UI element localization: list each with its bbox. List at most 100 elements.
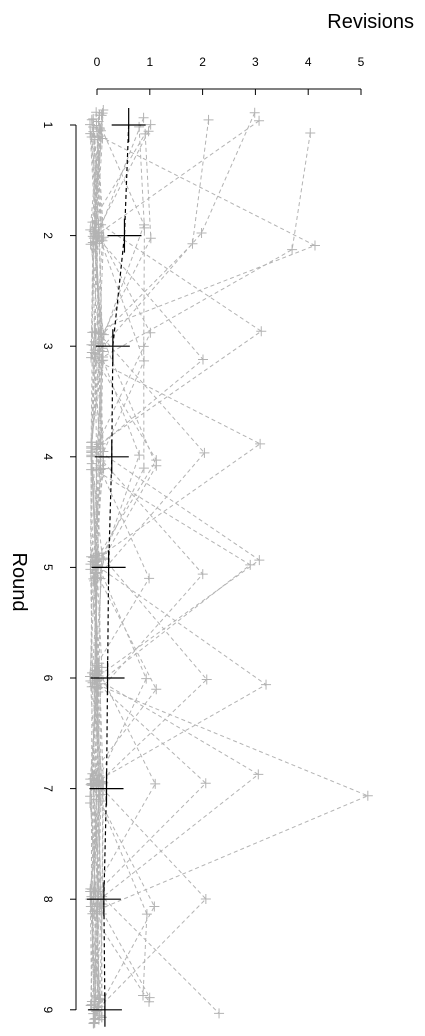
individual-point <box>98 105 109 116</box>
individual-point <box>151 460 162 471</box>
individual-point <box>91 236 102 247</box>
individual-point <box>90 1013 101 1024</box>
individual-point <box>214 1008 225 1019</box>
individual-point <box>145 327 156 338</box>
mean-series-layer <box>86 108 146 1027</box>
individual-series-line <box>91 124 208 1003</box>
individual-point <box>138 112 149 123</box>
individual-series-line <box>90 117 204 1020</box>
mean-point <box>91 550 126 585</box>
individual-point <box>145 119 156 130</box>
round-tick-label: 4 <box>41 453 55 460</box>
revisions-tick-label: 3 <box>252 55 259 69</box>
revisions-tick-label: 5 <box>358 55 365 69</box>
individual-point <box>144 992 155 1003</box>
individual-point <box>87 884 98 895</box>
individual-point <box>92 132 103 143</box>
individual-point <box>149 901 160 912</box>
individual-point <box>90 665 101 676</box>
individual-point <box>253 769 264 780</box>
individual-series-line <box>90 115 260 1012</box>
individual-series-line <box>90 125 261 1002</box>
individual-point <box>93 349 104 360</box>
individual-point <box>89 225 100 236</box>
revisions-tick-label: 2 <box>199 55 206 69</box>
round-tick-label: 3 <box>41 343 55 350</box>
axes-layer: 0 1 2 3 4 5 1 2 3 4 5 6 7 8 9 <box>41 55 365 1013</box>
individual-point <box>309 240 320 251</box>
mean-point <box>89 771 124 806</box>
individual-series-line <box>89 120 260 1016</box>
individual-point <box>134 450 145 461</box>
individual-point <box>96 796 107 807</box>
mean-point <box>107 218 142 253</box>
round-tick-label: 2 <box>41 232 55 239</box>
individual-point <box>249 107 260 118</box>
individual-point <box>141 909 152 920</box>
individual-point <box>141 673 152 684</box>
round-tick-label: 9 <box>41 1006 55 1013</box>
individual-series-line <box>91 119 105 1023</box>
individual-point <box>96 110 107 121</box>
individual-point <box>150 778 161 789</box>
round-tick-label: 6 <box>41 675 55 682</box>
individual-point <box>86 114 97 125</box>
individual-point <box>92 238 103 249</box>
individual-point <box>138 463 149 474</box>
individual-point <box>140 128 151 139</box>
individual-point <box>187 238 198 249</box>
mean-point <box>87 992 122 1027</box>
individual-point <box>92 777 103 788</box>
individual-point <box>362 790 373 801</box>
round-tick-label: 5 <box>41 564 55 571</box>
individual-point <box>137 990 148 1001</box>
individual-point <box>261 679 272 690</box>
individual-point <box>87 768 98 779</box>
round-tick-label: 8 <box>41 896 55 903</box>
mean-point <box>111 108 146 142</box>
mean-point <box>95 329 130 364</box>
individual-series-line <box>89 115 370 1007</box>
individual-series-line <box>89 137 206 1005</box>
individual-point <box>197 354 208 365</box>
individual-point <box>96 901 107 912</box>
individual-point <box>200 893 211 904</box>
individual-series-line <box>91 113 207 1014</box>
mean-point <box>86 882 121 917</box>
individual-point <box>96 329 107 340</box>
individual-point <box>134 121 145 132</box>
individual-point <box>144 573 155 584</box>
individual-point <box>201 674 212 685</box>
mean-point <box>90 661 125 695</box>
individual-point <box>255 438 266 449</box>
individual-point <box>144 996 155 1007</box>
individual-point <box>89 1017 100 1028</box>
individual-point <box>97 899 108 910</box>
individual-point <box>95 443 106 454</box>
individual-point <box>86 339 97 350</box>
individual-point <box>88 773 99 784</box>
individual-point <box>197 569 208 580</box>
individual-point <box>96 219 107 230</box>
individual-point <box>245 559 256 570</box>
individual-series-line <box>89 130 207 1012</box>
individual-point <box>254 115 265 126</box>
individual-point <box>85 671 96 682</box>
individual-point <box>151 684 162 695</box>
individual-point <box>145 233 156 244</box>
individual-point <box>98 463 109 474</box>
individual-point <box>95 573 106 584</box>
round-axis-title: Round <box>8 553 30 612</box>
individual-point <box>203 114 214 125</box>
individual-series-line <box>89 131 148 996</box>
individual-series-line <box>92 132 311 1024</box>
revisions-tick-label: 4 <box>305 55 312 69</box>
individual-point <box>94 122 105 133</box>
individual-point <box>139 219 150 230</box>
individual-point <box>254 555 265 566</box>
individual-series-layer <box>85 105 373 1029</box>
individual-point <box>85 797 96 808</box>
revisions-axis-title: Revisions <box>327 11 414 33</box>
individual-point <box>91 450 102 461</box>
